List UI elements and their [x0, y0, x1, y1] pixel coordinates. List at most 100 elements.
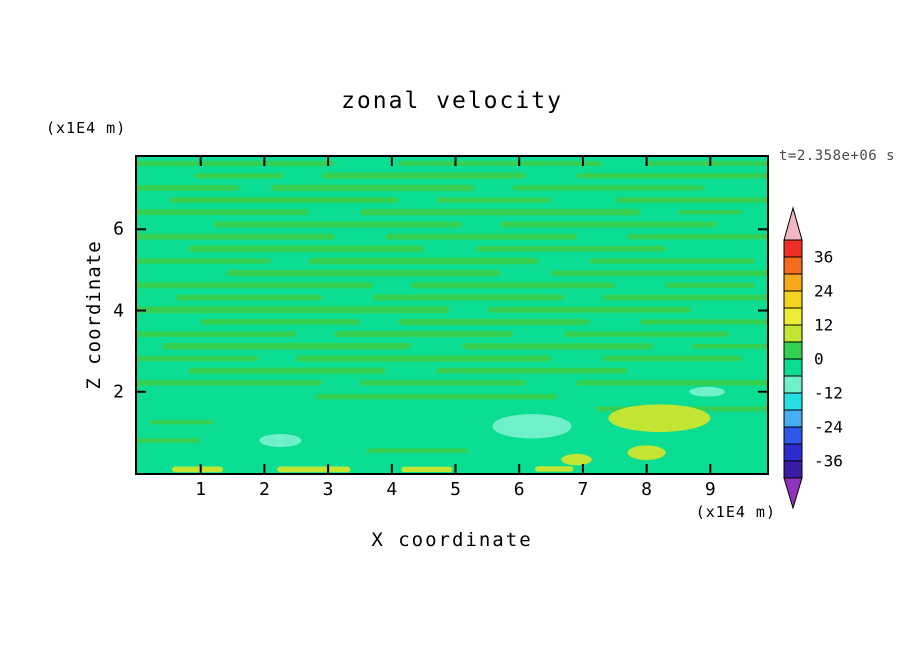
colorbar-cell — [783, 324, 803, 343]
colorbar-label: -24 — [814, 418, 843, 437]
contour-streak — [137, 306, 450, 314]
tick-marks — [137, 157, 767, 473]
contour-streak — [321, 172, 526, 179]
contour-streak — [213, 221, 462, 228]
contour-streak — [137, 331, 297, 337]
colorbar-label: 0 — [814, 350, 824, 369]
x-axis-unit: (x1E4 m) — [695, 503, 776, 521]
x-tick-label: 7 — [577, 479, 589, 500]
contour-streak — [665, 282, 755, 288]
colorbar-cell — [783, 443, 803, 462]
contour-streak — [137, 379, 322, 386]
contour-streak — [149, 419, 214, 425]
contour-streak — [137, 438, 201, 443]
contour-streak — [162, 343, 411, 350]
y-tick-label: 4 — [113, 300, 124, 322]
colorbar-cell — [783, 239, 803, 258]
contour-streak — [137, 185, 239, 191]
contour-streak — [602, 355, 743, 362]
contour-streak — [436, 197, 552, 203]
contour-streak — [646, 161, 767, 166]
contour-patch-cyan — [259, 434, 302, 448]
contour-streak — [576, 379, 767, 386]
colorbar-label: 36 — [814, 248, 833, 267]
contour-patch-yellow — [172, 466, 223, 473]
colorbar-cell — [783, 460, 803, 479]
plot-frame — [135, 155, 769, 475]
colorbar-cell — [783, 409, 803, 428]
contour-streak — [168, 197, 399, 204]
colorbar-arrow-top — [783, 206, 803, 241]
contour-streak — [137, 209, 309, 216]
colorbar-cell — [783, 307, 803, 326]
colorbar-cell — [783, 375, 803, 394]
contour-streak — [137, 233, 335, 240]
x-tick-label: 9 — [704, 479, 716, 500]
colorbar-arrow-bottom — [783, 477, 803, 510]
contour-patch-yellow — [561, 453, 592, 466]
contour-streak — [474, 245, 666, 252]
contour-patch-cyan — [492, 414, 572, 439]
x-tick-label: 4 — [386, 479, 398, 500]
contour-streak — [410, 282, 615, 289]
contour-streak — [187, 245, 424, 253]
colorbar-cell — [783, 341, 803, 360]
colorbar-cell — [783, 256, 803, 275]
contour-streak — [137, 355, 259, 362]
contour-streak — [137, 258, 271, 264]
contour-streak — [589, 258, 755, 264]
contour-streak — [175, 294, 322, 301]
contour-patch-yellow — [535, 466, 574, 472]
x-tick-label: 1 — [195, 479, 207, 500]
y-tick-label: 2 — [113, 381, 124, 403]
contour-streak — [187, 367, 386, 374]
contour-streak — [359, 379, 526, 386]
contour-streak — [200, 319, 360, 325]
contour-streak — [500, 221, 717, 228]
contour-streak — [398, 161, 603, 166]
y-axis-unit: (x1E4 m) — [46, 119, 127, 137]
x-tick-label: 5 — [450, 479, 461, 500]
contour-streak — [398, 318, 590, 325]
contour-streak — [602, 294, 767, 301]
contour-streak — [366, 448, 469, 453]
timestamp-label: t=2.358e+06 s — [779, 148, 896, 164]
contour-streak — [461, 343, 653, 350]
colorbar-label: -36 — [814, 452, 843, 471]
colorbar: 36 24 12 0 -12 -24 -36 — [783, 206, 843, 510]
contour-streak — [691, 343, 767, 349]
contour-streak — [487, 306, 692, 313]
contour-streak — [640, 319, 767, 325]
contour-streak — [512, 185, 704, 191]
contour-streak — [315, 394, 558, 400]
contour-streak — [137, 160, 335, 167]
contour-streak — [627, 233, 767, 240]
contour-streak — [614, 197, 767, 203]
contour-streak — [563, 331, 730, 337]
contour-patch-yellow — [401, 466, 453, 472]
contour-field — [137, 157, 767, 473]
chart-title: zonal velocity — [341, 88, 563, 114]
contour-streak — [359, 208, 641, 216]
colorbar-cell — [783, 290, 803, 309]
contour-streak — [678, 210, 743, 215]
contour-patch-yellow — [627, 445, 666, 461]
x-tick-label: 3 — [322, 479, 334, 500]
contour-patch-cyan — [689, 386, 725, 397]
contour-streak — [576, 173, 767, 179]
contour-streak — [296, 355, 552, 362]
x-tick-label: 2 — [258, 479, 270, 500]
contour-streak — [385, 233, 577, 240]
contour-streak — [551, 270, 767, 277]
contour-streak — [270, 184, 475, 192]
colorbar-cell — [783, 358, 803, 377]
contour-streak — [334, 331, 513, 338]
contour-patch-yellow — [608, 404, 711, 432]
y-tick-label: 6 — [113, 218, 124, 240]
colorbar-label: -12 — [814, 384, 843, 403]
y-axis-label: Z coordinate — [83, 240, 105, 390]
colorbar-label: 12 — [814, 316, 833, 335]
contour-patch-yellow — [277, 466, 351, 473]
x-tick-label: 6 — [513, 479, 525, 500]
